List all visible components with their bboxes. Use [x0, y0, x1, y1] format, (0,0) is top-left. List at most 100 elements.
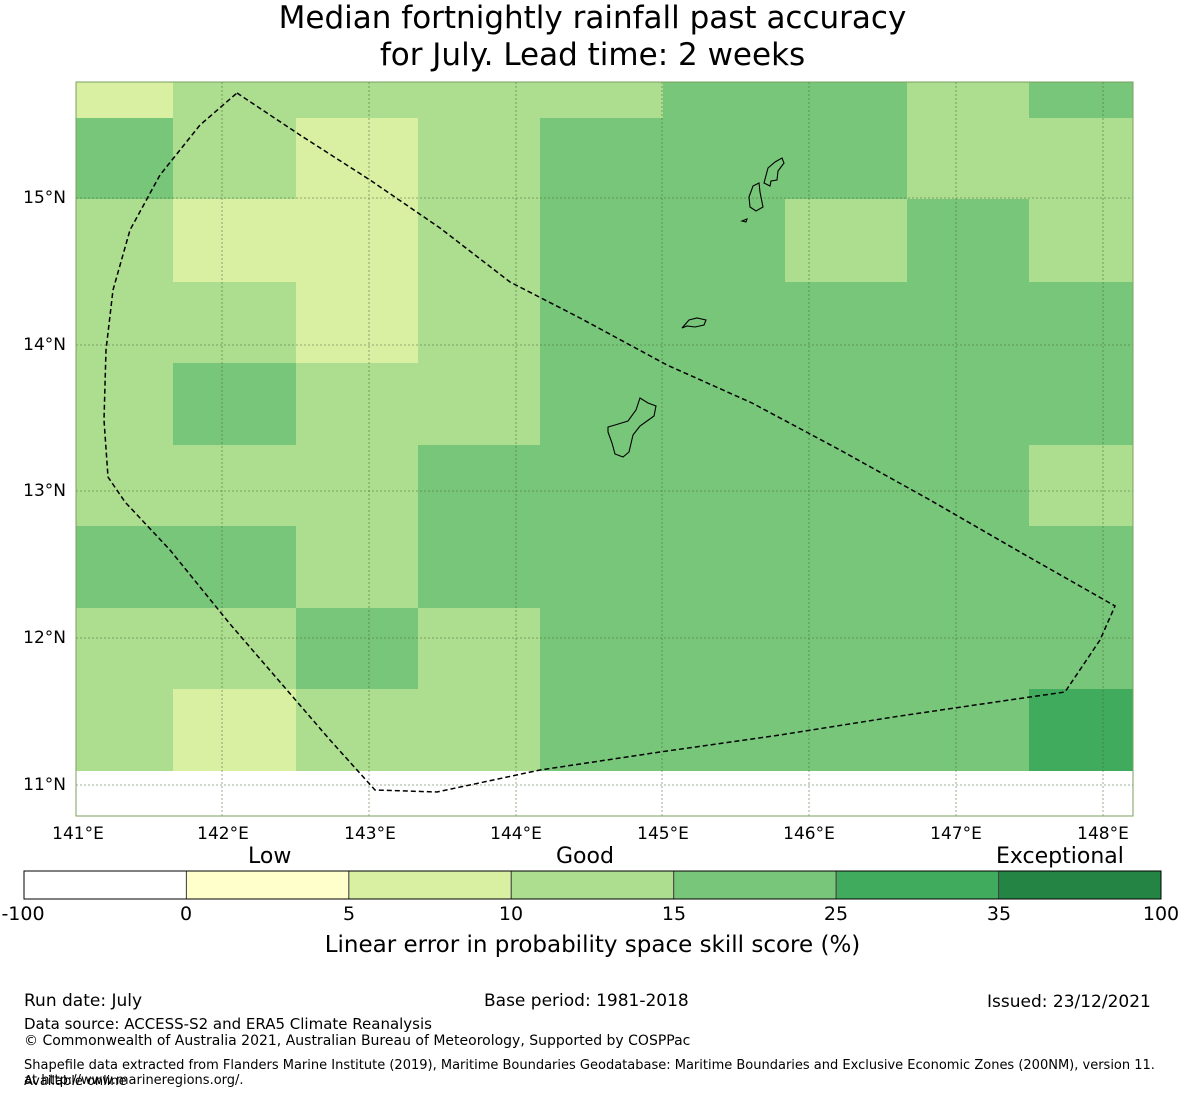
skill-grid-cell [76, 118, 173, 199]
skill-grid-cell [173, 608, 296, 689]
skill-grid-cell [173, 445, 296, 526]
lat-label-15n: 15°N [23, 188, 66, 208]
skill-grid-cell [418, 363, 540, 445]
skill-grid-cell [173, 526, 296, 608]
skill-grid-cell [1029, 282, 1133, 363]
island-saipan [763, 157, 785, 187]
skill-grid-cell [907, 363, 1029, 445]
skill-grid-cell [663, 82, 785, 118]
skill-grid-cell [907, 445, 1029, 526]
lon-label-141e: 141°E [52, 824, 104, 844]
map-frame [75, 81, 1134, 817]
skill-grid-cell [173, 363, 296, 445]
skill-grid-cell [907, 608, 1029, 689]
skill-grid-cell [296, 526, 418, 608]
skill-grid-cell [1029, 689, 1133, 771]
colorbar-label: Linear error in probability space skill … [324, 932, 861, 958]
skill-grid-cell [418, 199, 540, 282]
skill-grid-cell [173, 282, 296, 363]
colorbar-tick-label: 100 [1142, 903, 1180, 925]
skill-grid-cell [76, 199, 173, 282]
skill-grid-cell [785, 445, 907, 526]
colorbar-tick-label: 10 [498, 903, 524, 925]
skill-grid-cell [785, 689, 907, 771]
skill-grid-cell [418, 118, 540, 199]
lat-label-14n: 14°N [23, 335, 66, 355]
colorbar-bin [998, 870, 1162, 900]
skill-grid-cell [173, 689, 296, 771]
skill-grid-cell [785, 118, 907, 199]
skill-grid-cell [907, 689, 1029, 771]
skill-grid-cell [540, 363, 663, 445]
skill-grid-cell [540, 118, 663, 199]
chart-title-line1: Median fortnightly rainfall past accurac… [278, 0, 907, 36]
skill-grid-cell [1029, 445, 1133, 526]
skill-grid-cell [907, 282, 1029, 363]
skill-grid-cell [1029, 118, 1133, 199]
skill-grid-cell [418, 82, 540, 118]
skill-grid-cell [418, 445, 540, 526]
colorbar-bin [510, 870, 675, 900]
skill-grid-cell [663, 282, 785, 363]
skill-grid-cell [76, 526, 173, 608]
skill-grid-cell [296, 199, 418, 282]
skill-grid-cell [76, 608, 173, 689]
colorbar-tick-label: 35 [986, 903, 1012, 925]
skill-grid-cell [296, 363, 418, 445]
skill-grid-cell [907, 118, 1029, 199]
skill-grid-cell [540, 199, 663, 282]
shapefile-credit-line2: at http://www.marineregions.org/. [24, 1073, 244, 1088]
colorbar-category-good: Good [556, 844, 614, 869]
skill-grid-cell [296, 689, 418, 771]
skill-grid-cell [785, 608, 907, 689]
skill-grid-cell [663, 445, 785, 526]
colorbar-bin [185, 870, 350, 900]
skill-grid-cell [540, 526, 663, 608]
skill-grid-cell [173, 118, 296, 199]
skill-grid-cell [418, 526, 540, 608]
skill-grid-cell [540, 282, 663, 363]
skill-grid-cell [1029, 608, 1133, 689]
skill-grid-cell [785, 282, 907, 363]
copyright: © Commonwealth of Australia 2021, Austra… [24, 1033, 691, 1049]
skill-grid-cell [296, 82, 418, 118]
skill-grid-cell [1029, 363, 1133, 445]
lon-label-143e: 143°E [344, 824, 396, 844]
skill-grid-cell [540, 689, 663, 771]
skill-grid-cell [785, 82, 907, 118]
skill-grid-cell [76, 82, 173, 118]
skill-grid-cell [1029, 82, 1133, 118]
lat-label-13n: 13°N [23, 481, 66, 501]
skill-grid-cell [663, 199, 785, 282]
lon-label-146e: 146°E [783, 824, 835, 844]
lon-label-145e: 145°E [637, 824, 689, 844]
issued-date: Issued: 23/12/2021 [987, 992, 1151, 1012]
lon-label-142e: 142°E [197, 824, 249, 844]
skill-grid-cell [663, 689, 785, 771]
skill-grid-cell [76, 282, 173, 363]
colorbar-frame [23, 870, 1162, 900]
colorbar-tick-label: 25 [823, 903, 849, 925]
island-rota [681, 317, 707, 329]
skill-grid-cell [663, 608, 785, 689]
skill-grid-cell [418, 282, 540, 363]
lat-label-12n: 12°N [23, 628, 66, 648]
skill-grid-cell [907, 82, 1029, 118]
skill-grid-cell [663, 526, 785, 608]
skill-grid-cell [540, 445, 663, 526]
skill-grid-cell [296, 282, 418, 363]
colorbar-bin [23, 870, 187, 900]
skill-grid-cell [76, 445, 173, 526]
skill-grid-cell [296, 118, 418, 199]
skill-grid-cell [540, 82, 663, 118]
base-period: Base period: 1981-2018 [484, 991, 689, 1011]
island-guam [607, 397, 657, 458]
colorbar-category-low: Low [248, 844, 292, 869]
skill-grid-cell [907, 526, 1029, 608]
skill-grid-cell [540, 608, 663, 689]
skill-grid-cell [785, 526, 907, 608]
colorbar-tick-label: 15 [661, 903, 687, 925]
skill-grid-cell [418, 608, 540, 689]
colorbar-tick-label: -100 [1, 903, 45, 925]
